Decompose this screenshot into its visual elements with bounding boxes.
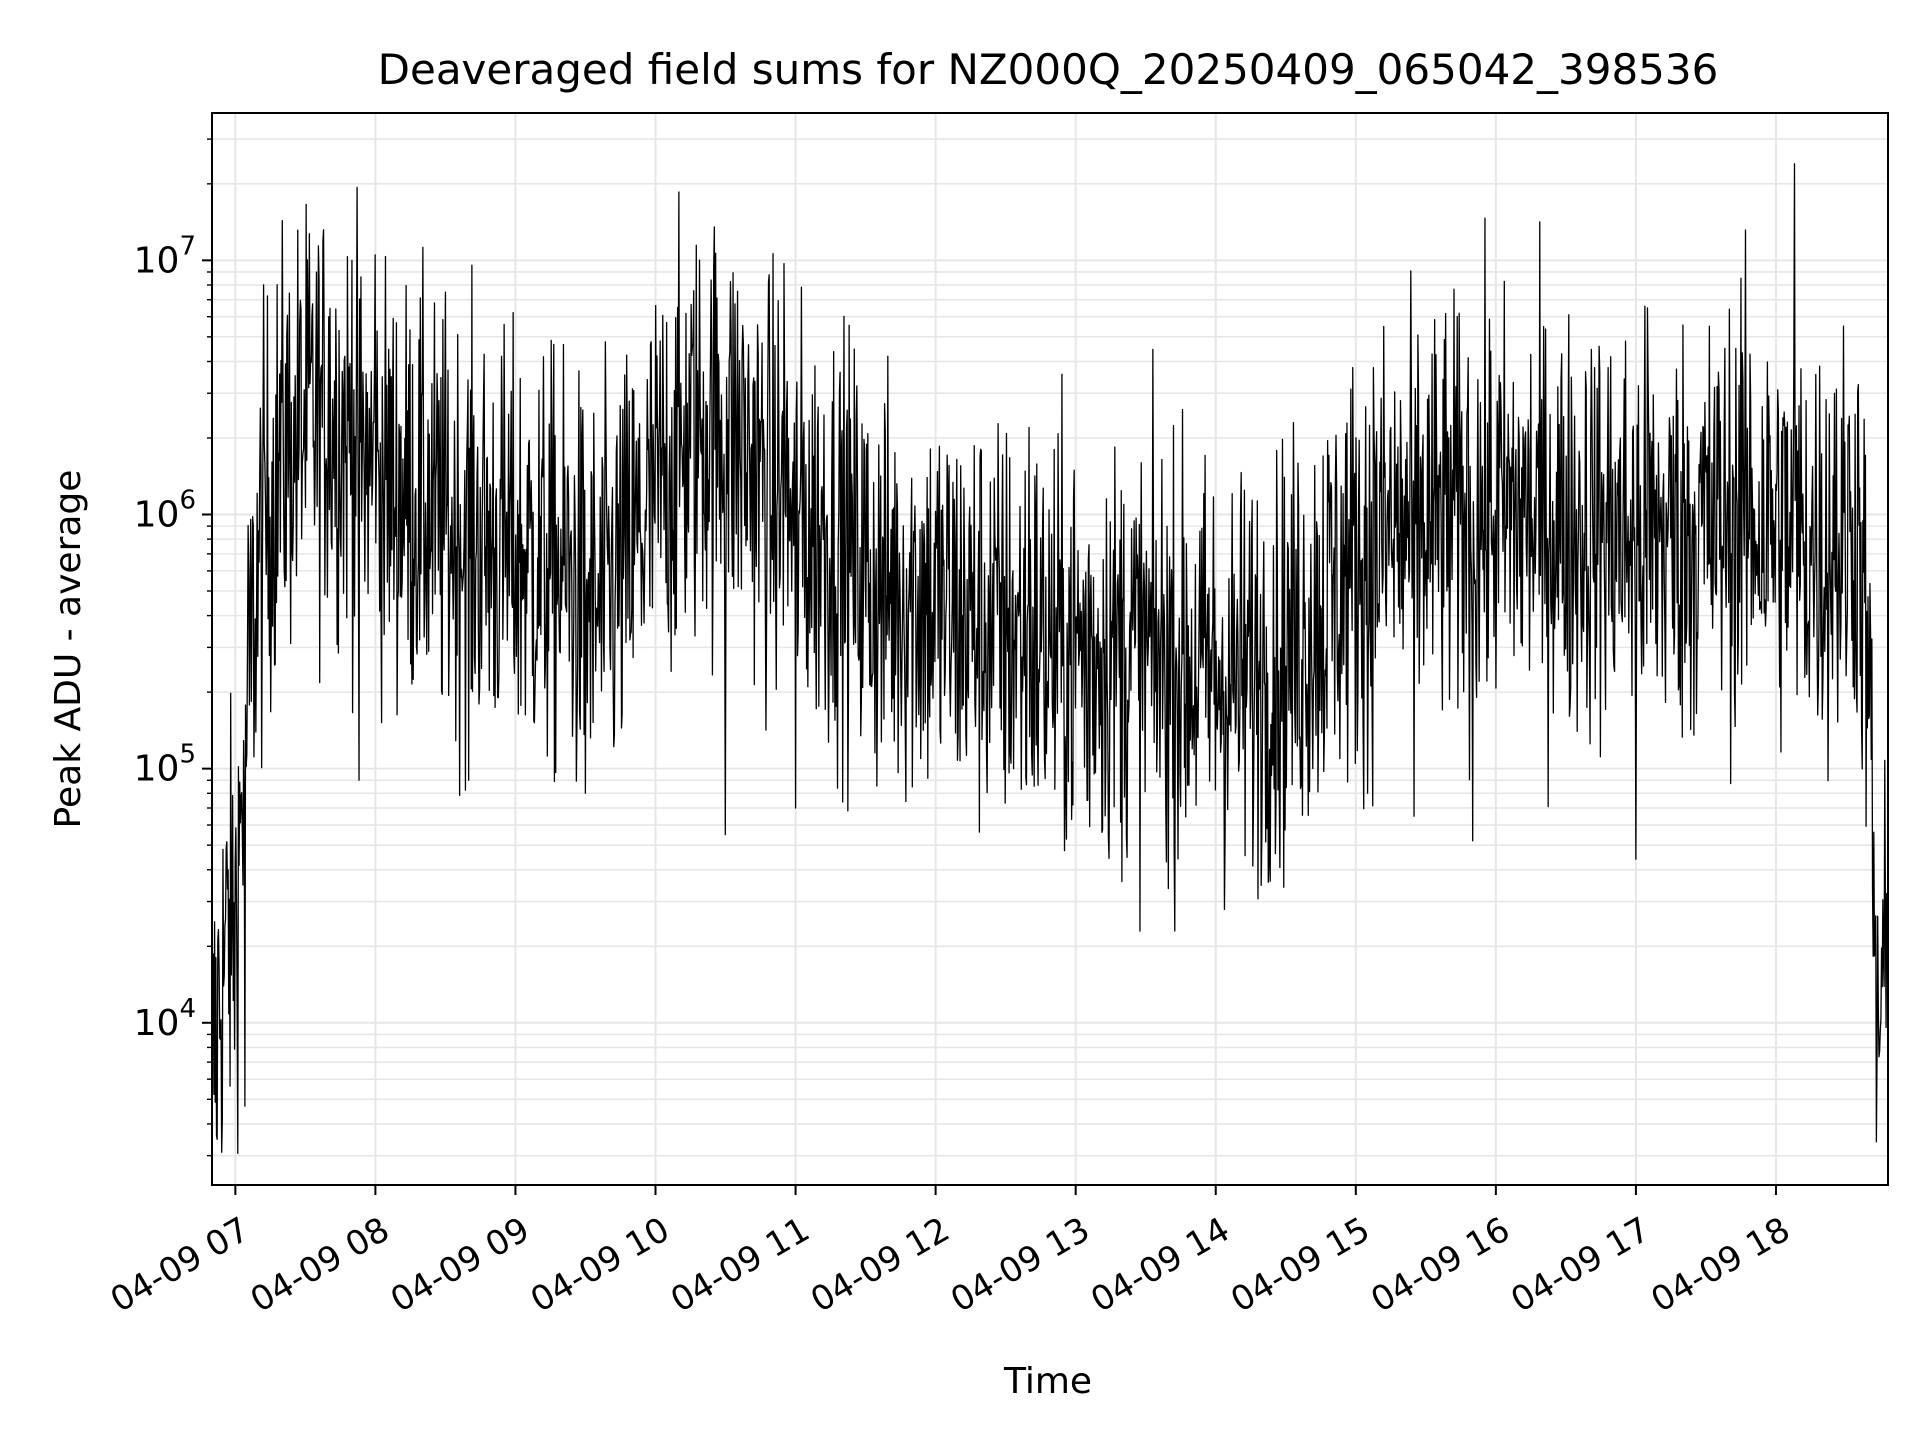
series-line (211, 163, 1889, 1154)
y-tick-label: 105 (134, 740, 196, 790)
y-tick-label: 104 (134, 994, 196, 1044)
y-tick-label: 107 (134, 231, 196, 281)
x-axis-label: Time (1003, 1361, 1092, 1402)
chart-title: Deaveraged field sums for NZ000Q_2025040… (378, 45, 1719, 94)
y-axis-label: Peak ADU - average (48, 470, 89, 829)
plot-frame (211, 112, 1889, 1186)
series-layer (211, 163, 1889, 1154)
y-tick-label: 106 (134, 485, 196, 535)
